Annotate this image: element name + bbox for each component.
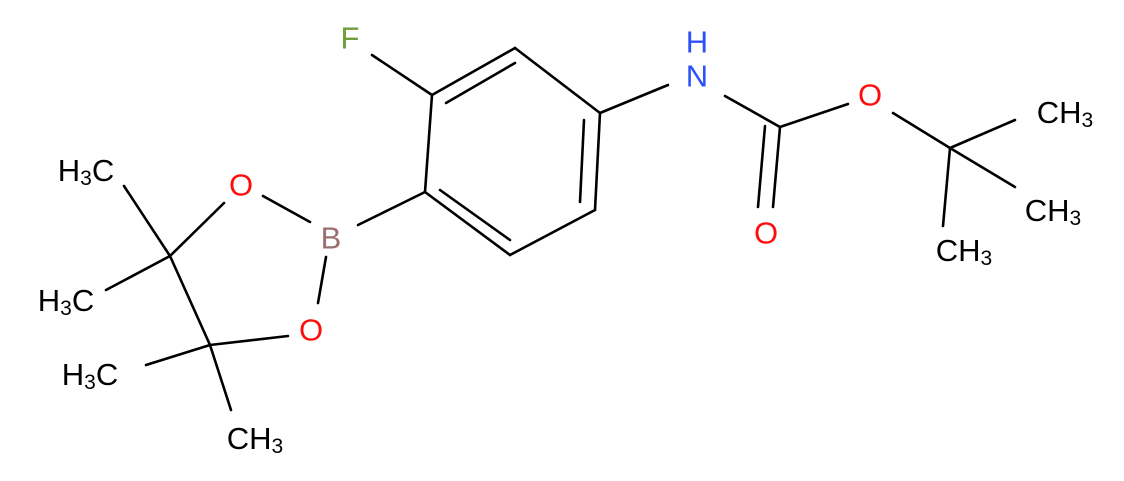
atom-label: O bbox=[754, 216, 778, 251]
label-subscript: 3 bbox=[84, 371, 96, 394]
label-main: C bbox=[92, 153, 114, 188]
label-main: CH bbox=[227, 421, 272, 456]
label-subscript: 3 bbox=[1070, 207, 1082, 230]
label-main: CH bbox=[1037, 95, 1082, 130]
atom-label: H bbox=[686, 25, 708, 60]
label-subscript: 3 bbox=[981, 247, 993, 270]
label-pre: H bbox=[62, 357, 84, 392]
label-main: C bbox=[96, 357, 118, 392]
label-pre: H bbox=[58, 153, 80, 188]
label-main: C bbox=[72, 283, 94, 318]
label-subscript: 3 bbox=[272, 435, 284, 458]
label-main: CH bbox=[1025, 193, 1070, 228]
methyl-label: CH3 bbox=[227, 421, 283, 458]
bonds bbox=[104, 46, 1017, 412]
atom-label: N bbox=[686, 59, 708, 94]
label-main: CH bbox=[936, 233, 981, 268]
methyl-label: H3C bbox=[38, 283, 94, 320]
methyl-label: H3C bbox=[62, 357, 118, 394]
methyl-label: CH3 bbox=[1025, 193, 1081, 230]
atom-label: F bbox=[341, 21, 360, 56]
atom-label: O bbox=[299, 313, 323, 348]
label-subscript: 3 bbox=[80, 167, 92, 190]
label-subscript: 3 bbox=[1082, 109, 1094, 132]
methyl-label: H3C bbox=[58, 153, 114, 190]
atom-label: O bbox=[229, 168, 253, 203]
methyl-labels: CH3 CH3 CH3 H3C H3C H3C CH3 bbox=[38, 95, 1093, 458]
methyl-label: CH3 bbox=[1037, 95, 1093, 132]
methyl-label: CH3 bbox=[936, 233, 992, 270]
atom-label: B bbox=[321, 221, 342, 256]
atom-label: O bbox=[858, 78, 882, 113]
label-subscript: 3 bbox=[60, 297, 72, 320]
label-pre: H bbox=[38, 283, 60, 318]
atom-labels: F N H O O B O O bbox=[229, 21, 882, 348]
